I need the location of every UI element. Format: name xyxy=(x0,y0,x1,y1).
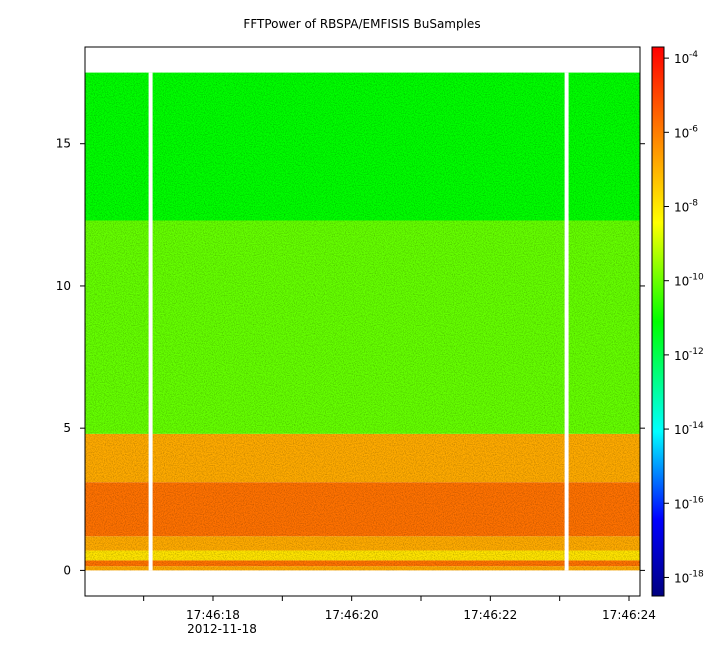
y-tick-label: 5 xyxy=(63,421,71,435)
colorbar-tick-label: 10 xyxy=(674,349,689,363)
colorbar-tick-exponent: -18 xyxy=(689,569,704,579)
x-axis: 17:46:18 17:46:20 17:46:22 17:46:24 xyxy=(143,596,656,622)
colorbar-tick-label: 10 xyxy=(674,571,689,585)
colorbar-tick-exponent: -14 xyxy=(689,421,704,431)
x-tick-label: 17:46:24 xyxy=(602,608,656,622)
y-tick-label: 15 xyxy=(56,137,71,151)
plot-frame xyxy=(84,46,641,597)
y-tick-label: 0 xyxy=(63,563,71,577)
colorbar-tick-label: 10 xyxy=(674,201,689,215)
x-axis-date-label: 2012-11-18 xyxy=(187,622,257,636)
colorbar-tick-label: 10 xyxy=(674,126,689,140)
x-tick-label: 17:46:22 xyxy=(463,608,517,622)
colorbar-tick-label: 10 xyxy=(674,275,689,289)
y-tick-label: 10 xyxy=(56,279,71,293)
colorbar-tick-exponent: -10 xyxy=(689,273,704,283)
x-tick-label: 17:46:20 xyxy=(325,608,379,622)
colorbar-tick-label: 10 xyxy=(674,423,689,437)
colorbar-tick-exponent: -6 xyxy=(689,124,698,134)
colorbar-tick-exponent: -4 xyxy=(689,50,698,60)
chart-title: FFTPower of RBSPA/EMFISIS BuSamples xyxy=(243,17,481,31)
data-gap xyxy=(564,72,569,571)
colorbar-tick-label: 10 xyxy=(674,497,689,511)
x-tick-label: 17:46:18 xyxy=(186,608,240,622)
colorbar-tick-exponent: -16 xyxy=(689,495,704,505)
colorbar-tick-exponent: -12 xyxy=(689,347,704,357)
y-axis: 0 5 10 15 xyxy=(56,137,645,577)
colorbar-tick-label: 10 xyxy=(674,52,689,66)
colorbar-gradient xyxy=(652,47,664,596)
colorbar-frame xyxy=(651,46,665,597)
colorbar-tick-exponent: -8 xyxy=(689,199,698,209)
noise-texture xyxy=(85,72,640,571)
data-gaps xyxy=(148,72,569,571)
spectrogram-plot-area xyxy=(84,46,641,597)
data-gap xyxy=(148,72,153,571)
